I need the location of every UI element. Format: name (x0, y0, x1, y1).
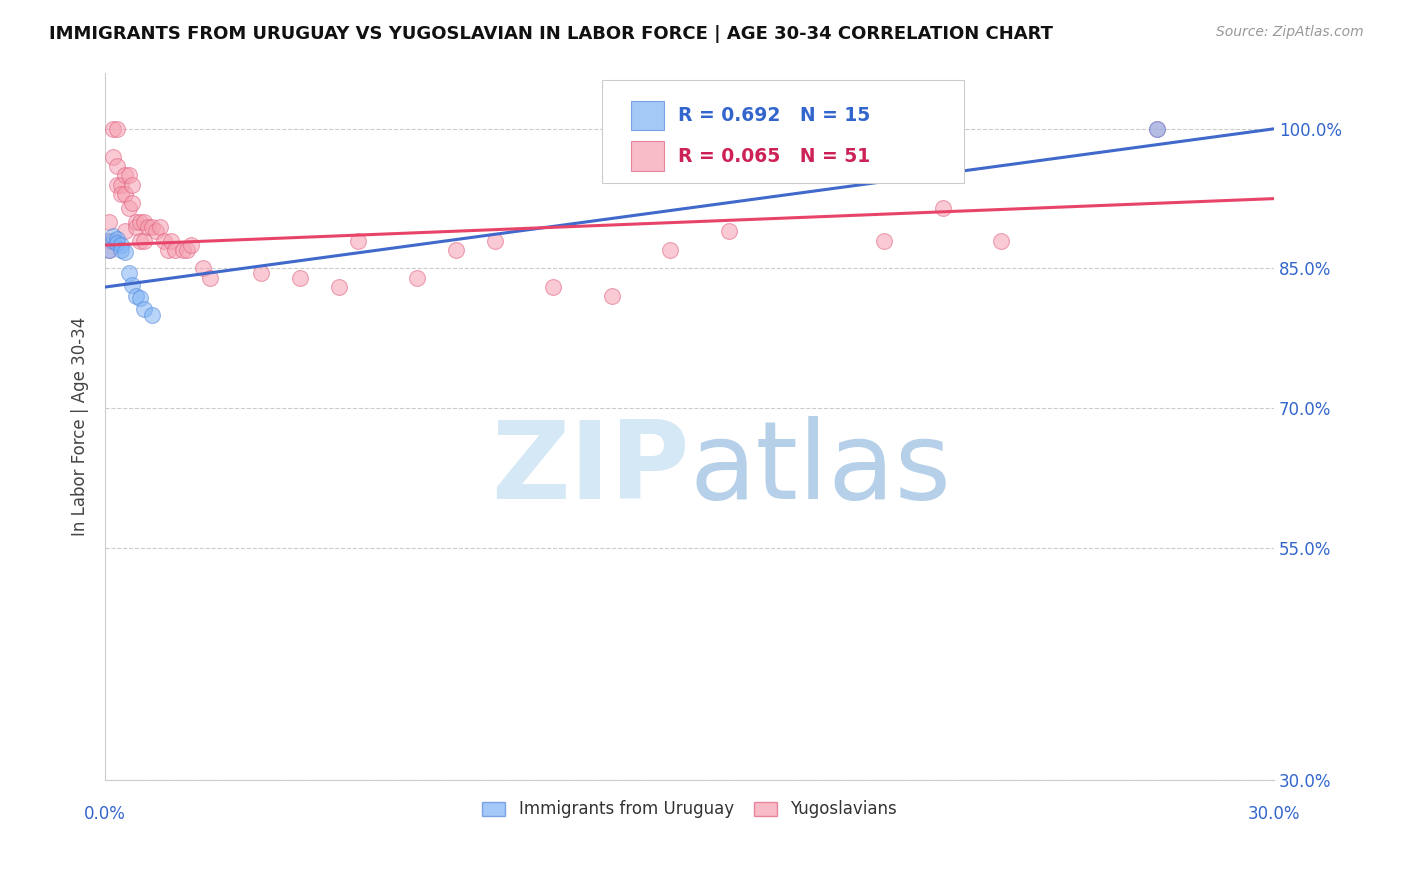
Point (145, 224, 167, 238)
Point (136, 219, 159, 234)
Point (105, 178, 128, 192)
Point (129, 291, 152, 305)
Point (125, 215, 148, 229)
Point (176, 243, 198, 257)
Point (347, 234, 370, 248)
Point (134, 234, 156, 248)
Point (1146, 121, 1168, 136)
Point (160, 234, 183, 248)
Point (1146, 121, 1168, 136)
Point (121, 278, 143, 293)
Point (121, 196, 143, 211)
Point (105, 159, 128, 173)
Legend: Immigrants from Uruguay, Yugoslavians: Immigrants from Uruguay, Yugoslavians (475, 794, 904, 825)
Point (141, 308, 163, 322)
Point (117, 201, 139, 215)
Y-axis label: In Labor Force | Age 30-34: In Labor Force | Age 30-34 (72, 317, 89, 536)
Point (600, 289, 623, 303)
Point (873, 234, 896, 248)
Point (172, 243, 194, 257)
Point (98, 215, 121, 229)
Point (101, 121, 124, 136)
Point (129, 215, 152, 229)
Point (990, 234, 1012, 248)
Text: 30.0%: 30.0% (1247, 805, 1301, 823)
Point (405, 270, 427, 285)
Point (149, 219, 172, 234)
Point (98, 234, 121, 248)
Point (101, 150, 124, 164)
Point (110, 186, 132, 201)
Text: atlas: atlas (689, 416, 952, 522)
Point (156, 243, 179, 257)
Point (101, 234, 124, 248)
Text: IMMIGRANTS FROM URUGUAY VS YUGOSLAVIAN IN LABOR FORCE | AGE 30-34 CORRELATION CH: IMMIGRANTS FROM URUGUAY VS YUGOSLAVIAN I… (49, 25, 1053, 43)
Point (659, 243, 682, 257)
Point (98, 243, 121, 257)
Point (105, 121, 128, 136)
Point (141, 219, 163, 234)
Point (328, 280, 350, 294)
Point (114, 224, 136, 238)
Point (444, 243, 467, 257)
Bar (631, 141, 664, 171)
Point (191, 261, 214, 276)
Point (165, 243, 187, 257)
Text: R = 0.065   N = 51: R = 0.065 N = 51 (678, 146, 870, 166)
Point (180, 238, 202, 252)
Point (105, 236, 128, 251)
Point (288, 270, 311, 285)
Point (114, 186, 136, 201)
Point (114, 169, 136, 183)
Point (110, 243, 132, 257)
Point (98, 243, 121, 257)
Text: R = 0.692   N = 15: R = 0.692 N = 15 (678, 106, 870, 125)
Point (110, 178, 132, 192)
Point (200, 270, 222, 285)
Point (117, 266, 139, 280)
Point (121, 178, 143, 192)
Point (541, 280, 564, 294)
Text: 0.0%: 0.0% (84, 805, 127, 823)
Point (110, 238, 132, 252)
Point (134, 215, 156, 229)
Point (101, 228, 124, 243)
FancyBboxPatch shape (602, 80, 965, 183)
Point (152, 234, 174, 248)
Point (114, 244, 136, 259)
Point (932, 201, 955, 215)
Point (117, 169, 139, 183)
Point (129, 234, 152, 248)
Bar (631, 101, 664, 130)
Point (250, 266, 273, 280)
Point (125, 219, 148, 234)
Point (134, 302, 156, 317)
Point (717, 224, 740, 238)
Point (125, 289, 148, 303)
Text: ZIP: ZIP (491, 416, 689, 522)
Text: Source: ZipAtlas.com: Source: ZipAtlas.com (1216, 25, 1364, 39)
Point (105, 232, 128, 246)
Point (484, 234, 506, 248)
